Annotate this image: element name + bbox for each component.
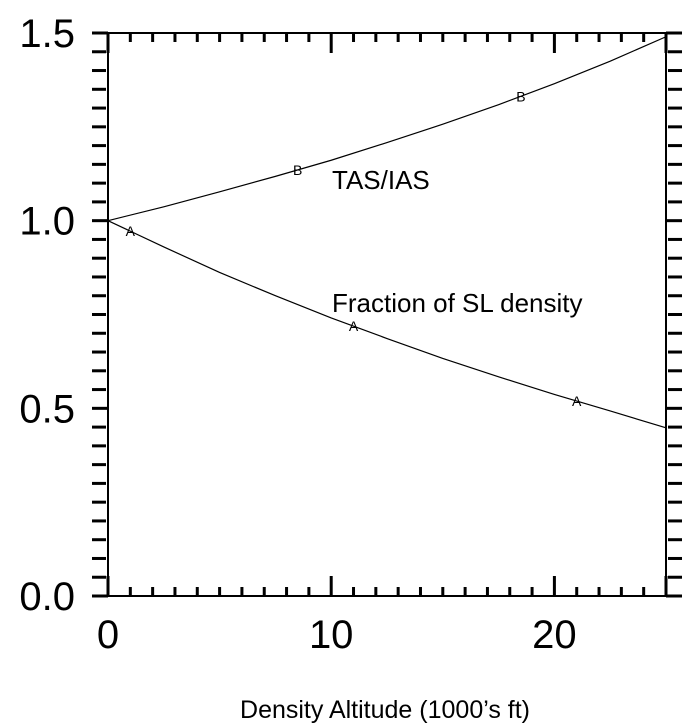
y-tick-label: 1.0: [19, 200, 75, 244]
tick-labels: 0 10 20 0.0 0.5 1.0 1.5: [19, 12, 576, 657]
series-marker-0: B: [293, 162, 302, 178]
series-label-fraction-sl-density: Fraction of SL density: [332, 288, 583, 318]
series-line-0: [107, 36, 667, 222]
x-tick-label: 20: [532, 613, 577, 657]
series-curves: [107, 36, 667, 429]
x-tick-label: 10: [309, 613, 354, 657]
series-line-1: [107, 220, 667, 429]
series-label-tas-ias: TAS/IAS: [332, 165, 430, 195]
plot-frame: [107, 32, 667, 597]
series-marker-0: B: [516, 88, 525, 104]
series-marker-1: A: [572, 393, 582, 409]
series-marker-1: A: [126, 223, 136, 239]
series-marker-1: A: [349, 318, 359, 334]
y-tick-label: 1.5: [19, 12, 75, 56]
y-tick-label: 0.0: [19, 575, 75, 619]
x-tick-label: 0: [97, 613, 119, 657]
series-markers: B B A A A: [126, 88, 582, 409]
axis-ticks: [92, 31, 682, 598]
x-axis-title: Density Altitude (1000’s ft): [240, 696, 530, 724]
plot-border: [107, 32, 667, 597]
y-tick-label: 0.5: [19, 387, 75, 431]
